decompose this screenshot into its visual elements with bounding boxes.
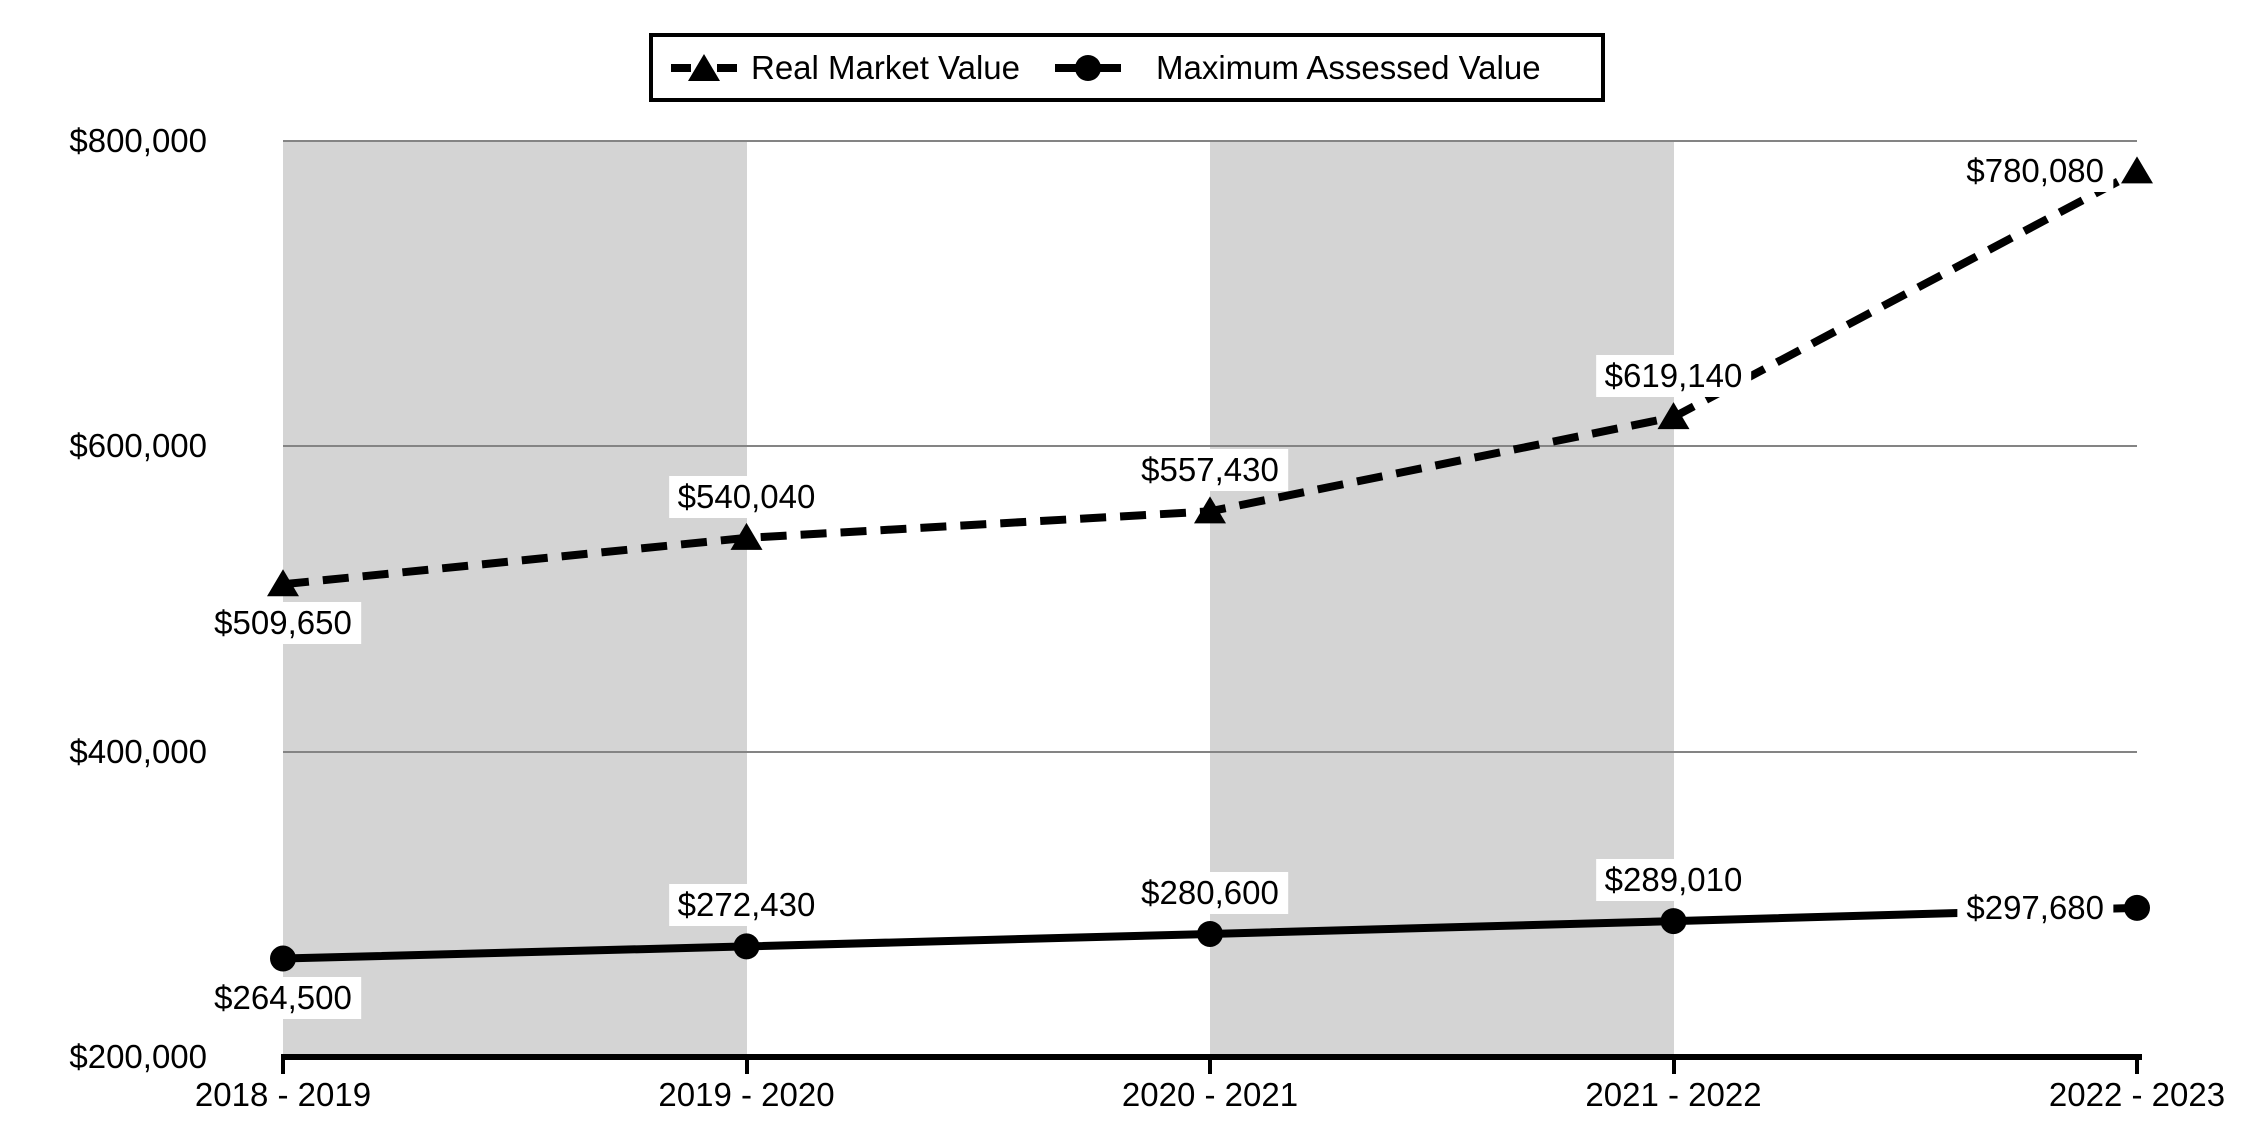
data-point-marker-triangle: [1194, 496, 1226, 524]
gridline: [283, 140, 2137, 142]
data-point-marker-circle: [1660, 908, 1687, 935]
x-axis-tick-label: 2022 - 2023: [2048, 1076, 2226, 1113]
x-axis-tick-label: 2018 - 2019: [194, 1076, 372, 1113]
data-point-label: $272,430: [668, 884, 825, 927]
x-axis-line: [281, 1054, 2142, 1060]
y-axis-tick-label: $200,000: [69, 1038, 207, 1075]
x-axis-tick: [744, 1060, 749, 1074]
y-axis-tick-label: $800,000: [69, 122, 207, 159]
x-axis-tick: [281, 1060, 285, 1074]
data-point-marker-circle: [2124, 894, 2150, 921]
data-point-label: $557,430: [1132, 449, 1288, 492]
data-point-label: $780,080: [1957, 150, 2113, 193]
data-point-marker-triangle: [1657, 402, 1690, 430]
x-axis-tick: [1671, 1060, 1676, 1074]
data-point-marker-triangle: [267, 569, 299, 597]
x-axis-tick: [2135, 1060, 2139, 1074]
data-point-label: $540,040: [668, 475, 825, 518]
data-point-label: $280,600: [1132, 871, 1288, 914]
data-point-label: $509,650: [205, 602, 361, 645]
y-axis-tick-label: $400,000: [69, 732, 207, 770]
y-axis-tick-label: $600,000: [69, 427, 207, 465]
x-axis-tick-label: 2020 - 2021: [1121, 1076, 1299, 1113]
data-point-marker-circle: [733, 933, 760, 960]
data-point-marker-triangle: [730, 522, 763, 550]
legend: Real Market Value Maximum Assessed Value: [649, 33, 1605, 102]
data-point-marker-triangle: [2121, 156, 2153, 184]
gridline: [283, 445, 2137, 448]
x-axis-tick-label: 2021 - 2022: [1585, 1076, 1762, 1113]
legend-label-real-market-value: Real Market Value: [751, 49, 1021, 86]
data-point-marker-circle: [1197, 920, 1223, 947]
gridline: [283, 750, 2137, 753]
legend-dashed-triangle-line-icon: [671, 48, 737, 88]
data-point-marker-circle: [270, 945, 296, 972]
x-axis-tick-label: 2019 - 2020: [658, 1076, 835, 1113]
legend-label-maximum-assessed-value: Maximum Assessed Value: [1156, 49, 1541, 86]
data-point-label: $289,010: [1595, 859, 1752, 902]
legend-solid-circle-line-icon: [1055, 48, 1121, 88]
data-point-label: $264,500: [205, 976, 361, 1019]
data-point-label: $297,680: [1957, 886, 2113, 929]
data-point-label: $619,140: [1595, 355, 1752, 398]
x-axis-tick: [1208, 1060, 1212, 1074]
